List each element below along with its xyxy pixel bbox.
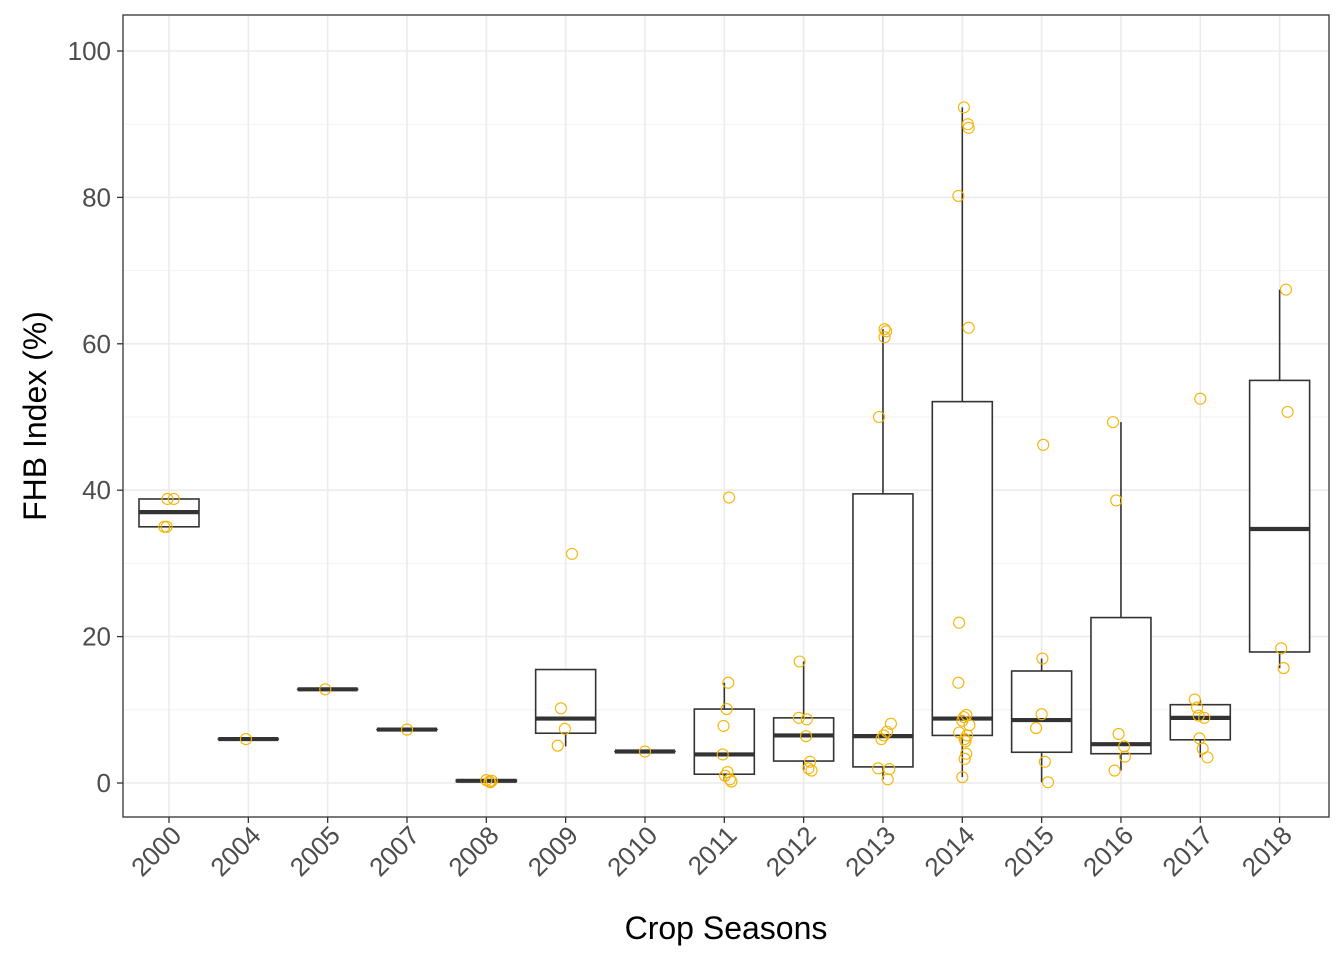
box-2012 [772, 661, 835, 770]
box-iqr [693, 708, 756, 776]
y-tick-label: 80 [82, 182, 111, 212]
data-point [803, 755, 817, 768]
data-point [1275, 642, 1288, 655]
box-iqr [534, 668, 597, 735]
data-point [875, 733, 888, 746]
data-point [962, 121, 975, 134]
data-point [1194, 392, 1207, 405]
data-point [1110, 494, 1123, 507]
data-point [1281, 405, 1294, 418]
box-iqr [1010, 670, 1073, 754]
data-point [161, 492, 174, 506]
data-point [953, 616, 966, 629]
box-2013 [852, 329, 914, 780]
data-point [1035, 708, 1048, 721]
data-point [1038, 755, 1051, 768]
box-2009 [534, 668, 597, 747]
data-point [1030, 722, 1043, 735]
data-point [716, 748, 729, 761]
box-iqr [1248, 379, 1311, 653]
data-point [1198, 711, 1211, 724]
data-point [1108, 764, 1121, 777]
data-point [1112, 727, 1125, 741]
data-point [872, 410, 886, 424]
box-iqr [852, 493, 914, 768]
data-point [551, 739, 564, 752]
data-point [1118, 740, 1131, 753]
data-point [881, 773, 894, 786]
data-point [1037, 438, 1050, 451]
box-2015 [1010, 658, 1073, 783]
y-axis-title: FHB Index (%) [17, 311, 53, 521]
x-axis-title: Crop Seasons [625, 910, 828, 946]
data-point [485, 774, 498, 787]
data-point [638, 745, 652, 758]
data-point [799, 730, 813, 743]
data-point [800, 713, 813, 726]
data-point [962, 321, 975, 334]
box-series [138, 107, 1311, 783]
data-point [884, 717, 897, 730]
data-point [717, 719, 730, 732]
data-point [952, 189, 965, 202]
data-point [960, 747, 973, 760]
data-point [959, 735, 972, 748]
data-point [1118, 750, 1131, 763]
data-point [167, 492, 180, 506]
data-point [400, 723, 414, 736]
data-point [723, 491, 736, 504]
box-iqr [931, 400, 994, 737]
data-point [880, 325, 893, 338]
data-point [725, 775, 738, 788]
y-tick-label: 40 [82, 475, 111, 505]
data-point [877, 729, 890, 742]
data-point [554, 702, 567, 715]
data-point [958, 752, 971, 765]
data-point [720, 703, 733, 716]
y-tick-label: 0 [97, 768, 111, 798]
data-point [1279, 283, 1293, 296]
data-point [956, 714, 969, 727]
box-2000 [138, 498, 200, 528]
data-point [956, 771, 969, 784]
y-tick-label: 100 [68, 36, 111, 66]
data-point [1191, 701, 1204, 714]
point-series [158, 101, 1294, 789]
box-2014 [931, 107, 994, 778]
y-tick-label: 60 [82, 329, 111, 359]
data-point [1192, 709, 1205, 722]
data-point [961, 729, 974, 742]
box-2016 [1090, 422, 1152, 771]
data-point [565, 547, 579, 560]
data-point [1188, 693, 1201, 706]
data-point [1041, 776, 1055, 789]
data-point [957, 101, 970, 114]
data-point [805, 764, 818, 777]
box-iqr [1090, 616, 1152, 755]
box-iqr [772, 717, 835, 762]
data-point [802, 762, 815, 775]
data-point [878, 331, 891, 344]
box-2018 [1248, 289, 1311, 669]
data-point [1201, 751, 1214, 764]
data-point [1277, 662, 1290, 675]
data-point [952, 676, 965, 689]
data-point [722, 676, 735, 689]
panel-border [122, 14, 1330, 818]
data-point [239, 733, 253, 746]
data-point [792, 711, 805, 724]
data-point [558, 722, 571, 735]
data-point [160, 520, 173, 533]
data-point [319, 683, 332, 696]
data-point [793, 655, 806, 668]
data-point [484, 776, 497, 789]
data-point [1036, 652, 1049, 665]
data-point [1106, 416, 1120, 429]
y-tick-label: 20 [82, 622, 111, 652]
data-point [878, 323, 891, 336]
data-point [723, 773, 736, 786]
